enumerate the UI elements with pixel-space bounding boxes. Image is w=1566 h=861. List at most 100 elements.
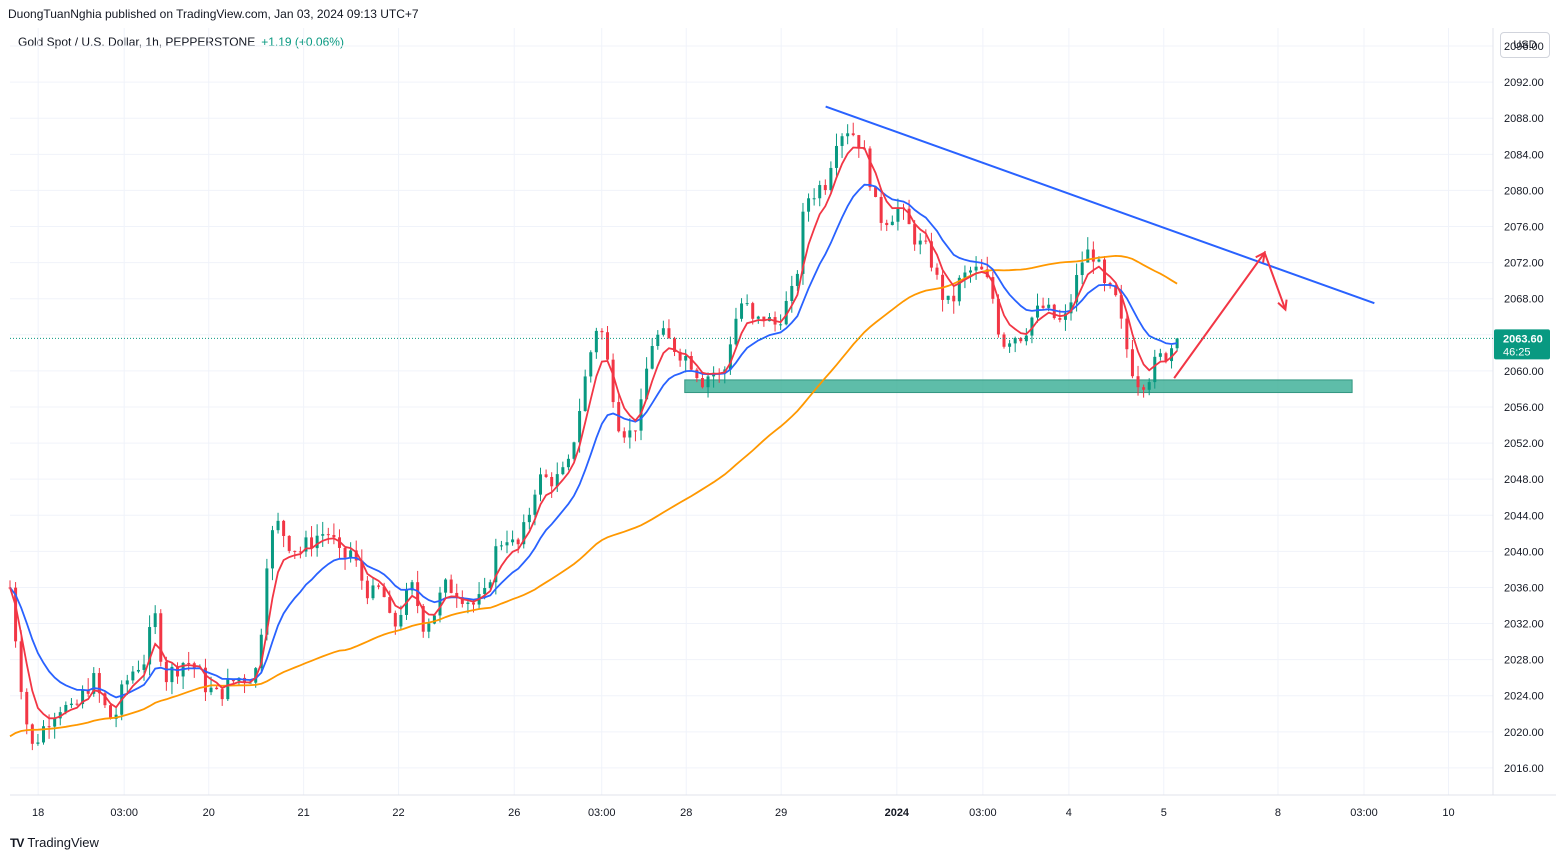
- y-tick-label: 2028.00: [1504, 655, 1544, 667]
- candle-body: [896, 207, 900, 222]
- candle-body: [695, 369, 699, 379]
- candle-body: [209, 687, 213, 693]
- candle-body: [667, 328, 671, 339]
- x-tick-label: 20: [203, 807, 215, 819]
- projection-path: [1173, 250, 1287, 379]
- candle-body: [148, 627, 152, 665]
- candle-body: [511, 539, 515, 543]
- candle-body: [1024, 335, 1028, 342]
- candle-body: [310, 537, 314, 549]
- x-tick-label: 10: [1442, 807, 1454, 819]
- candle-body: [561, 467, 565, 475]
- candle-body: [935, 267, 939, 275]
- x-tick-label: 03:00: [110, 807, 138, 819]
- x-tick-label: 03:00: [588, 807, 616, 819]
- candle-body: [494, 546, 498, 583]
- candle-body: [918, 240, 922, 245]
- candle-body: [1136, 376, 1140, 388]
- candle-body: [622, 431, 626, 438]
- candle-body: [1119, 295, 1123, 319]
- candle-body: [170, 666, 174, 683]
- countdown-label: 46:25: [1503, 346, 1531, 358]
- candle-body: [1036, 305, 1040, 318]
- x-tick-label: 28: [680, 807, 692, 819]
- candle-body: [650, 346, 654, 369]
- tradingview-footer[interactable]: TV TradingView: [10, 835, 99, 850]
- candle-body: [1130, 349, 1134, 377]
- candle-body: [555, 474, 559, 487]
- y-tick-label: 2048.00: [1504, 474, 1544, 486]
- y-tick-label: 2084.00: [1504, 149, 1544, 161]
- candle-body: [86, 689, 90, 694]
- candle-body: [1041, 305, 1045, 308]
- candle-body: [1086, 249, 1090, 263]
- candle-body: [673, 338, 677, 352]
- y-tick-label: 2024.00: [1504, 691, 1544, 703]
- candle-body: [1125, 318, 1129, 350]
- candle-body: [505, 542, 509, 546]
- candle-body: [360, 560, 364, 581]
- candle-body: [846, 133, 850, 137]
- candle-body: [952, 295, 956, 302]
- candle-body: [583, 376, 587, 412]
- candle-body: [410, 582, 414, 591]
- candle-body: [890, 221, 894, 226]
- candle-body: [539, 474, 543, 495]
- candle-body: [36, 742, 40, 744]
- x-tick-label: 18: [32, 807, 44, 819]
- y-tick-label: 2072.00: [1504, 258, 1544, 270]
- y-tick-label: 2060.00: [1504, 366, 1544, 378]
- candle-body: [879, 196, 883, 223]
- candle-body: [471, 602, 475, 605]
- candle-body: [270, 530, 274, 569]
- candle-body: [566, 458, 570, 468]
- candle-body: [259, 634, 263, 669]
- candle-body: [1019, 337, 1023, 342]
- candle-body: [438, 592, 442, 616]
- candle-body: [1069, 302, 1073, 314]
- candle-body: [578, 411, 582, 443]
- candle-body: [1047, 304, 1051, 308]
- candle-body: [1013, 337, 1017, 344]
- currency-selector[interactable]: USD: [1500, 32, 1550, 58]
- candle-body: [131, 671, 135, 681]
- candle-body: [756, 316, 760, 319]
- y-tick-label: 2032.00: [1504, 619, 1544, 631]
- last-price-label: 2063.60: [1503, 333, 1543, 345]
- candle-body: [220, 689, 224, 700]
- candle-body: [980, 266, 984, 270]
- candle-body: [1142, 387, 1146, 390]
- candle-body: [388, 597, 392, 613]
- candle-body: [265, 568, 269, 635]
- candle-body: [164, 661, 168, 683]
- candle-body: [1008, 343, 1012, 347]
- candle-body: [628, 430, 632, 438]
- candle-body: [466, 602, 470, 604]
- candle-body: [974, 266, 978, 271]
- candle-body: [377, 585, 381, 587]
- candle-body: [136, 669, 140, 672]
- candle-body: [762, 316, 766, 322]
- candle-body: [432, 615, 436, 624]
- candle-body: [751, 303, 755, 319]
- candle-body: [795, 273, 799, 286]
- candle-body: [1153, 356, 1157, 383]
- candle-body: [69, 703, 73, 706]
- candle-body: [516, 539, 520, 545]
- x-tick-label: 26: [508, 807, 520, 819]
- candle-body: [790, 285, 794, 301]
- candle-body: [957, 277, 961, 302]
- candle-body: [728, 344, 732, 370]
- candle-body: [1164, 353, 1168, 362]
- candle-body: [734, 318, 738, 345]
- candle-body: [684, 356, 688, 361]
- support-zone: [684, 379, 1353, 394]
- candle-body: [315, 535, 319, 549]
- candle-body: [946, 295, 950, 300]
- candle-body: [449, 579, 453, 593]
- candle-body: [53, 718, 57, 727]
- ma200-line: [9, 254, 1178, 738]
- candle-body: [488, 582, 492, 589]
- candle-body: [19, 641, 23, 692]
